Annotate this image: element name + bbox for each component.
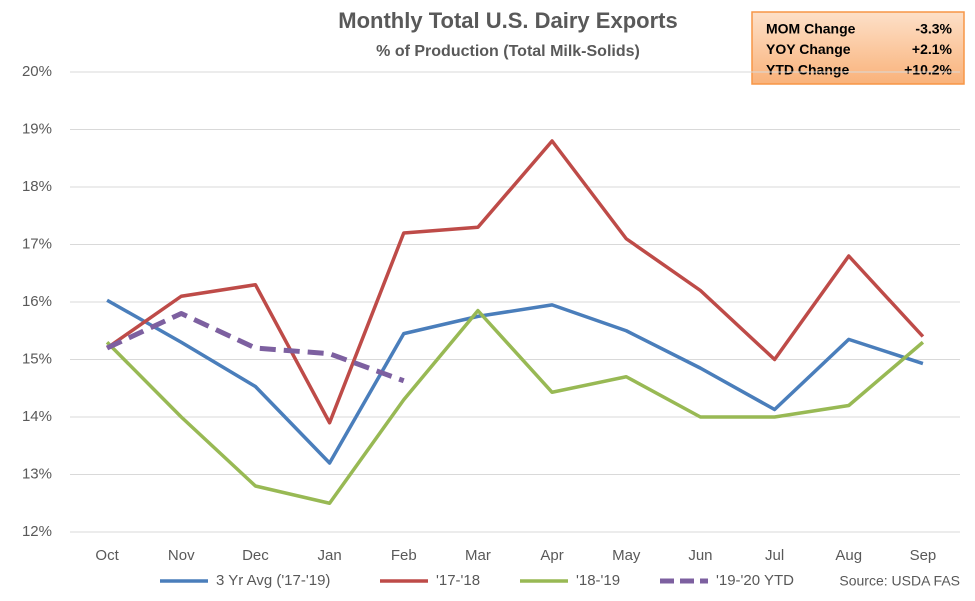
summary-value: +10.2% [904,62,952,78]
legend-label: '19-'20 YTD [716,572,794,589]
x-tick-label: Feb [391,547,417,564]
legend-label: '17-'18 [436,572,480,589]
y-tick-label: 12% [22,523,52,540]
x-tick-label: Mar [465,547,491,564]
x-tick-label: Aug [835,547,862,564]
x-tick-label: May [612,547,641,564]
y-tick-label: 20% [22,63,52,80]
y-tick-label: 16% [22,293,52,310]
series-line [106,298,924,465]
x-tick-label: Dec [242,547,269,564]
y-tick-label: 13% [22,465,52,482]
legend-label: 3 Yr Avg ('17-'19) [216,572,330,589]
summary-box: MOM Change -3.3% YOY Change +2.1% YTD Change… [751,11,965,85]
x-tick-label: Jun [688,547,712,564]
summary-value: +2.1% [912,41,953,57]
x-tick-label: Jul [765,547,784,564]
y-tick-label: 17% [22,235,52,252]
x-tick-label: Oct [95,547,119,564]
series-line [106,139,925,425]
summary-value: -3.3% [915,21,952,37]
series-line [106,311,405,384]
series-line [105,308,925,505]
y-tick-label: 14% [22,408,52,425]
x-tick-label: Jan [317,547,341,564]
legend-label: '18-'19 [576,572,620,589]
summary-label: YTD Change [766,62,849,78]
x-tick-label: Nov [168,547,195,564]
x-tick-label: Apr [540,547,563,564]
chart-subtitle: % of Production (Total Milk-Solids) [376,43,640,60]
x-tick-label: Sep [910,547,937,564]
summary-label: YOY Change [766,41,851,57]
y-tick-label: 19% [22,120,52,137]
y-tick-label: 18% [22,178,52,195]
chart-title: Monthly Total U.S. Dairy Exports [338,8,677,33]
y-tick-label: 15% [22,350,52,367]
summary-label: MOM Change [766,21,856,37]
source: Source: USDA FAS [839,573,960,589]
